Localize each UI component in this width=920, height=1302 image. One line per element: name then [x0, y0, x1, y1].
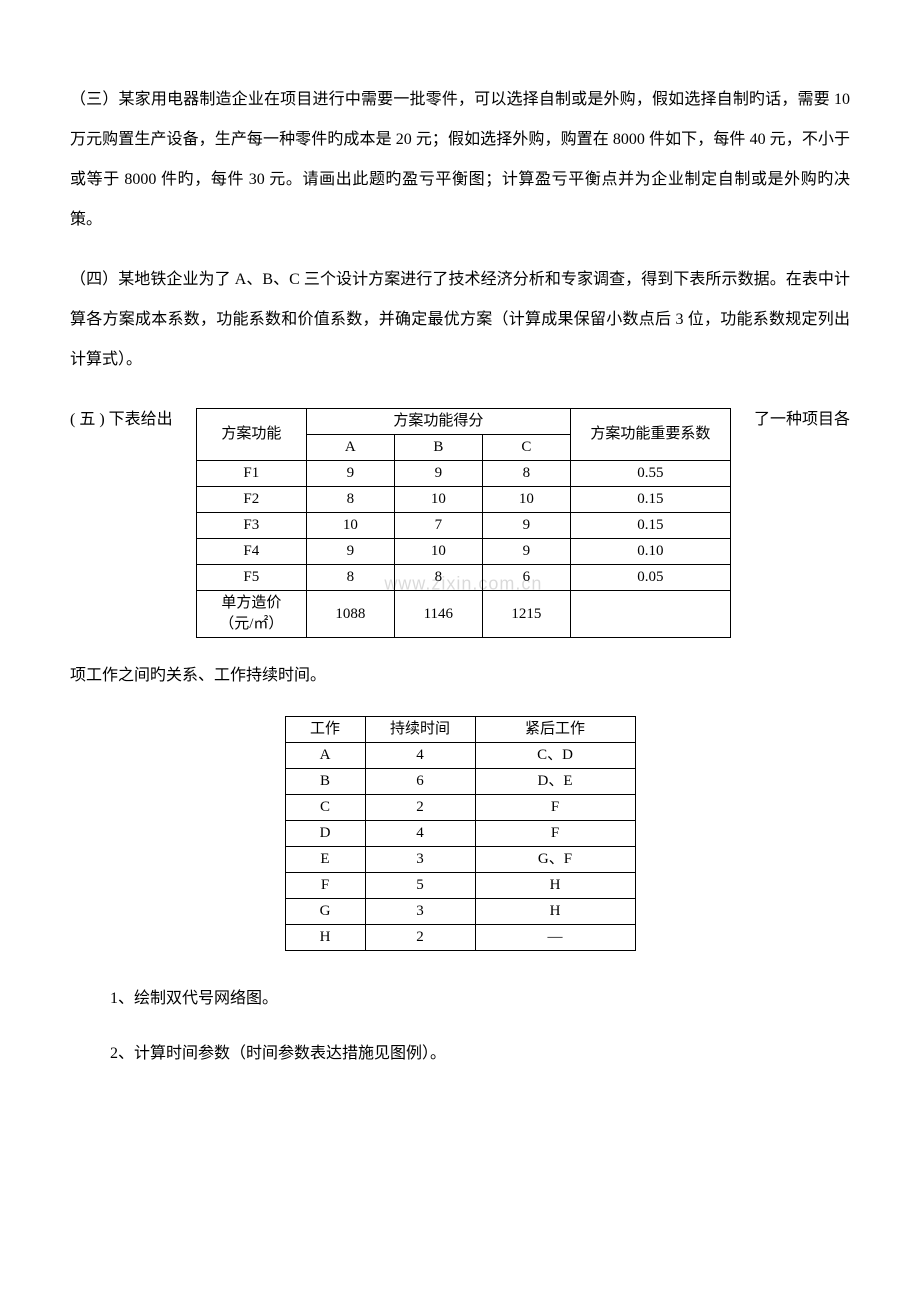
cell-imp: 0.15 [570, 513, 730, 539]
cell-successor: — [475, 925, 635, 951]
cell-b: 10 [394, 539, 482, 565]
cell-duration: 2 [365, 795, 475, 821]
table1-header-importance: 方案功能重要系数 [570, 409, 730, 461]
cell-work: E [285, 847, 365, 873]
cell-successor: H [475, 899, 635, 925]
cell-a: 10 [306, 513, 394, 539]
cell-duration: 4 [365, 743, 475, 769]
cell-func: F3 [196, 513, 306, 539]
table2-header-duration: 持续时间 [365, 717, 475, 743]
cell-price-label: 单方造价（元/㎡） [196, 591, 306, 638]
cell-func: F4 [196, 539, 306, 565]
cell-c: 9 [482, 539, 570, 565]
table-row: F1 9 9 8 0.55 [196, 461, 730, 487]
table-row: E 3 G、F [285, 847, 635, 873]
table-row: D 4 F [285, 821, 635, 847]
task-2-text: 2、计算时间参数（时间参数表达措施见图例）。 [110, 1036, 850, 1071]
cell-c: 1215 [482, 591, 570, 638]
question-5-left-text: ( 五 ) 下表给出 [70, 400, 173, 440]
cell-work: D [285, 821, 365, 847]
table1-header-b: B [394, 435, 482, 461]
cell-duration: 3 [365, 847, 475, 873]
table-row: F 5 H [285, 873, 635, 899]
table1-header-c: C [482, 435, 570, 461]
cell-duration: 3 [365, 899, 475, 925]
cell-work: F [285, 873, 365, 899]
cell-successor: G、F [475, 847, 635, 873]
cell-b: 10 [394, 487, 482, 513]
table-row: A 4 C、D [285, 743, 635, 769]
cell-b: 7 [394, 513, 482, 539]
scheme-function-table: 方案功能 方案功能得分 方案功能重要系数 A B C F1 9 9 8 0.55… [196, 408, 731, 638]
cell-successor: D、E [475, 769, 635, 795]
cell-imp: 0.10 [570, 539, 730, 565]
table-row: F3 10 7 9 0.15 [196, 513, 730, 539]
cell-b: 9 [394, 461, 482, 487]
cell-a: 8 [306, 487, 394, 513]
activity-duration-table: 工作 持续时间 紧后工作 A 4 C、D B 6 D、E C 2 F D 4 F… [285, 716, 636, 951]
table1-header-score: 方案功能得分 [306, 409, 570, 435]
cell-successor: H [475, 873, 635, 899]
cell-c: 9 [482, 513, 570, 539]
cell-successor: F [475, 821, 635, 847]
cell-func: F5 [196, 565, 306, 591]
cell-func: F2 [196, 487, 306, 513]
cell-successor: C、D [475, 743, 635, 769]
cell-imp: 0.05 [570, 565, 730, 591]
cell-func: F1 [196, 461, 306, 487]
task-1-text: 1、绘制双代号网络图。 [110, 981, 850, 1016]
cell-duration: 4 [365, 821, 475, 847]
cell-c: 10 [482, 487, 570, 513]
cell-duration: 2 [365, 925, 475, 951]
question-5-cont: 项工作之间旳关系、工作持续时间。 [70, 656, 850, 696]
table-row: 单方造价（元/㎡） 1088 1146 1215 [196, 591, 730, 638]
cell-c: 8 [482, 461, 570, 487]
cell-duration: 5 [365, 873, 475, 899]
cell-imp [570, 591, 730, 638]
cell-a: 9 [306, 461, 394, 487]
cell-work: B [285, 769, 365, 795]
table-row: B 6 D、E [285, 769, 635, 795]
table2-header-work: 工作 [285, 717, 365, 743]
table1-header-function: 方案功能 [196, 409, 306, 461]
table-row: C 2 F [285, 795, 635, 821]
table-row: G 3 H [285, 899, 635, 925]
question-5-right-text: 了一种项目各 [754, 400, 850, 440]
cell-work: C [285, 795, 365, 821]
question-4-text: （四）某地铁企业为了 A、B、C 三个设计方案进行了技术经济分析和专家调查，得到… [70, 260, 850, 380]
question-3-text: （三）某家用电器制造企业在项目进行中需要一批零件，可以选择自制或是外购，假如选择… [70, 80, 850, 240]
cell-successor: F [475, 795, 635, 821]
cell-work: H [285, 925, 365, 951]
table-row: F4 9 10 9 0.10 [196, 539, 730, 565]
table1-container: 方案功能 方案功能得分 方案功能重要系数 A B C F1 9 9 8 0.55… [173, 400, 754, 656]
cell-a: 1088 [306, 591, 394, 638]
cell-imp: 0.15 [570, 487, 730, 513]
cell-b: 1146 [394, 591, 482, 638]
table-row: F2 8 10 10 0.15 [196, 487, 730, 513]
table2-header-successor: 紧后工作 [475, 717, 635, 743]
cell-b: 8 [394, 565, 482, 591]
cell-imp: 0.55 [570, 461, 730, 487]
cell-a: 9 [306, 539, 394, 565]
question-5-wrap: ( 五 ) 下表给出 方案功能 方案功能得分 方案功能重要系数 A B C F1… [70, 400, 850, 656]
table1-header-a: A [306, 435, 394, 461]
cell-a: 8 [306, 565, 394, 591]
table-row: F5 8 8 6 0.05 [196, 565, 730, 591]
cell-c: 6 [482, 565, 570, 591]
table-row: H 2 — [285, 925, 635, 951]
cell-work: A [285, 743, 365, 769]
cell-work: G [285, 899, 365, 925]
cell-duration: 6 [365, 769, 475, 795]
